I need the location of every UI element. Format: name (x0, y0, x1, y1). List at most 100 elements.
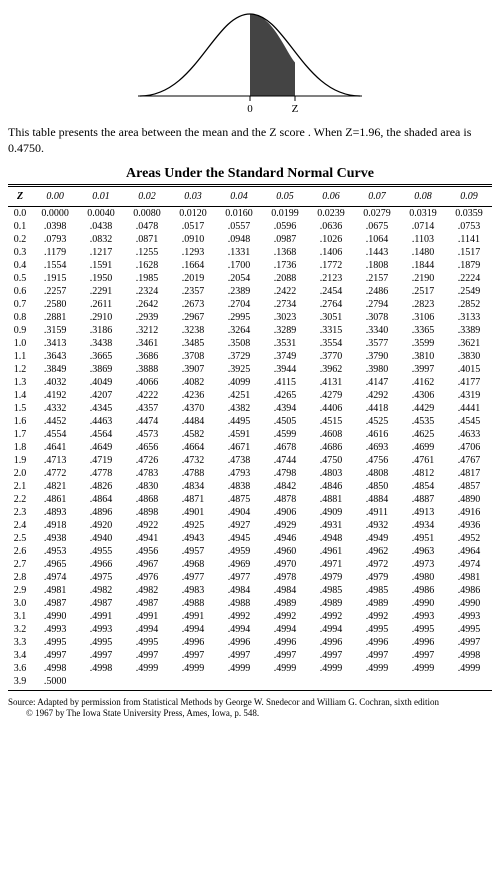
area-value: .4649 (78, 441, 124, 454)
z-value: 1.3 (8, 376, 32, 389)
area-value: .4515 (308, 415, 354, 428)
area-value: .2088 (262, 272, 308, 285)
area-value: .3810 (400, 350, 446, 363)
table-row: 2.6.4953.4955.4956.4957.4959.4960.4961.4… (8, 545, 492, 558)
area-value: .4997 (170, 649, 216, 662)
area-value: .3023 (262, 311, 308, 324)
area-value: .4938 (32, 532, 78, 545)
area-value (170, 675, 216, 691)
area-value: .3315 (308, 324, 354, 337)
area-value: .4306 (400, 389, 446, 402)
area-value: 0.0359 (446, 207, 492, 221)
area-value: .0753 (446, 220, 492, 233)
area-value: .4999 (354, 662, 400, 675)
area-value: .3461 (124, 337, 170, 350)
area-value: .4656 (124, 441, 170, 454)
area-value: .4279 (308, 389, 354, 402)
col-header: 0.01 (78, 186, 124, 207)
area-value: .2054 (216, 272, 262, 285)
area-value: 0.0040 (78, 207, 124, 221)
z-value: 1.1 (8, 350, 32, 363)
area-value: 0.0279 (354, 207, 400, 221)
area-value (354, 675, 400, 691)
area-value: .4990 (400, 597, 446, 610)
area-value: .0714 (400, 220, 446, 233)
area-value: .1736 (262, 259, 308, 272)
area-value: .3749 (262, 350, 308, 363)
area-value: .4996 (262, 636, 308, 649)
table-row: 0.1.0398.0438.0478.0517.0557.0596.0636.0… (8, 220, 492, 233)
table-row: 1.9.4713.4719.4726.4732.4738.4744.4750.4… (8, 454, 492, 467)
area-value: .1217 (78, 246, 124, 259)
area-value: .4951 (400, 532, 446, 545)
area-value: .4978 (262, 571, 308, 584)
table-row: 2.9.4981.4982.4982.4983.4984.4984.4985.4… (8, 584, 492, 597)
area-value: .4961 (308, 545, 354, 558)
area-value: .2673 (170, 298, 216, 311)
area-value: .4996 (308, 636, 354, 649)
area-value: .2611 (78, 298, 124, 311)
area-value: .4993 (400, 610, 446, 623)
area-value: .4664 (170, 441, 216, 454)
area-value: .4418 (354, 402, 400, 415)
area-value: .4997 (400, 649, 446, 662)
area-value: .4706 (446, 441, 492, 454)
area-value: .4948 (308, 532, 354, 545)
area-value: .1103 (400, 233, 446, 246)
z-value: 1.2 (8, 363, 32, 376)
area-value: .2764 (308, 298, 354, 311)
area-value: .4997 (446, 636, 492, 649)
area-value: .4564 (78, 428, 124, 441)
area-value: .3508 (216, 337, 262, 350)
area-value: .1591 (78, 259, 124, 272)
area-value: .4808 (354, 467, 400, 480)
area-value: .4922 (124, 519, 170, 532)
area-value: .4996 (170, 636, 216, 649)
table-row: 1.0.3413.3438.3461.3485.3508.3531.3554.3… (8, 337, 492, 350)
source-line1: Source: Adapted by permission from Stati… (8, 697, 439, 707)
area-value: .4998 (78, 662, 124, 675)
z-value: 1.7 (8, 428, 32, 441)
z-value: 3.6 (8, 662, 32, 675)
area-value: .3869 (78, 363, 124, 376)
area-value (308, 675, 354, 691)
area-value: .3238 (170, 324, 216, 337)
area-value: .4406 (308, 402, 354, 415)
table-row: 2.2.4861.4864.4868.4871.4875.4878.4881.4… (8, 493, 492, 506)
area-value: .2324 (124, 285, 170, 298)
table-row: 1.2.3849.3869.3888.3907.3925.3944.3962.3… (8, 363, 492, 376)
area-value: 0.0160 (216, 207, 262, 221)
table-row: 2.8.4974.4975.4976.4977.4977.4978.4979.4… (8, 571, 492, 584)
area-value: 0.0239 (308, 207, 354, 221)
z-value: 1.5 (8, 402, 32, 415)
area-value: .3289 (262, 324, 308, 337)
area-value: .3133 (446, 311, 492, 324)
area-value: .4525 (354, 415, 400, 428)
area-value: .3485 (170, 337, 216, 350)
area-value: .3830 (446, 350, 492, 363)
source-line2: © 1967 by The Iowa State University Pres… (8, 708, 492, 719)
area-value: .4893 (32, 506, 78, 519)
area-value: .4966 (78, 558, 124, 571)
area-value: .4994 (216, 623, 262, 636)
z-value: 0.9 (8, 324, 32, 337)
area-value: .4207 (78, 389, 124, 402)
area-value: .3962 (308, 363, 354, 376)
area-value: .3577 (354, 337, 400, 350)
area-value: .4382 (216, 402, 262, 415)
area-value: .4906 (262, 506, 308, 519)
area-value: .3212 (124, 324, 170, 337)
area-value: .2910 (78, 311, 124, 324)
area-value: .4793 (216, 467, 262, 480)
area-value: .4898 (124, 506, 170, 519)
area-value: .4236 (170, 389, 216, 402)
area-value: .4830 (124, 480, 170, 493)
z-value: 3.9 (8, 675, 32, 691)
area-value: .4505 (262, 415, 308, 428)
area-value: .2517 (400, 285, 446, 298)
area-value: .4554 (32, 428, 78, 441)
area-value: .4994 (170, 623, 216, 636)
area-value: .4955 (78, 545, 124, 558)
table-row: 1.4.4192.4207.4222.4236.4251.4265.4279.4… (8, 389, 492, 402)
col-header: 0.04 (216, 186, 262, 207)
